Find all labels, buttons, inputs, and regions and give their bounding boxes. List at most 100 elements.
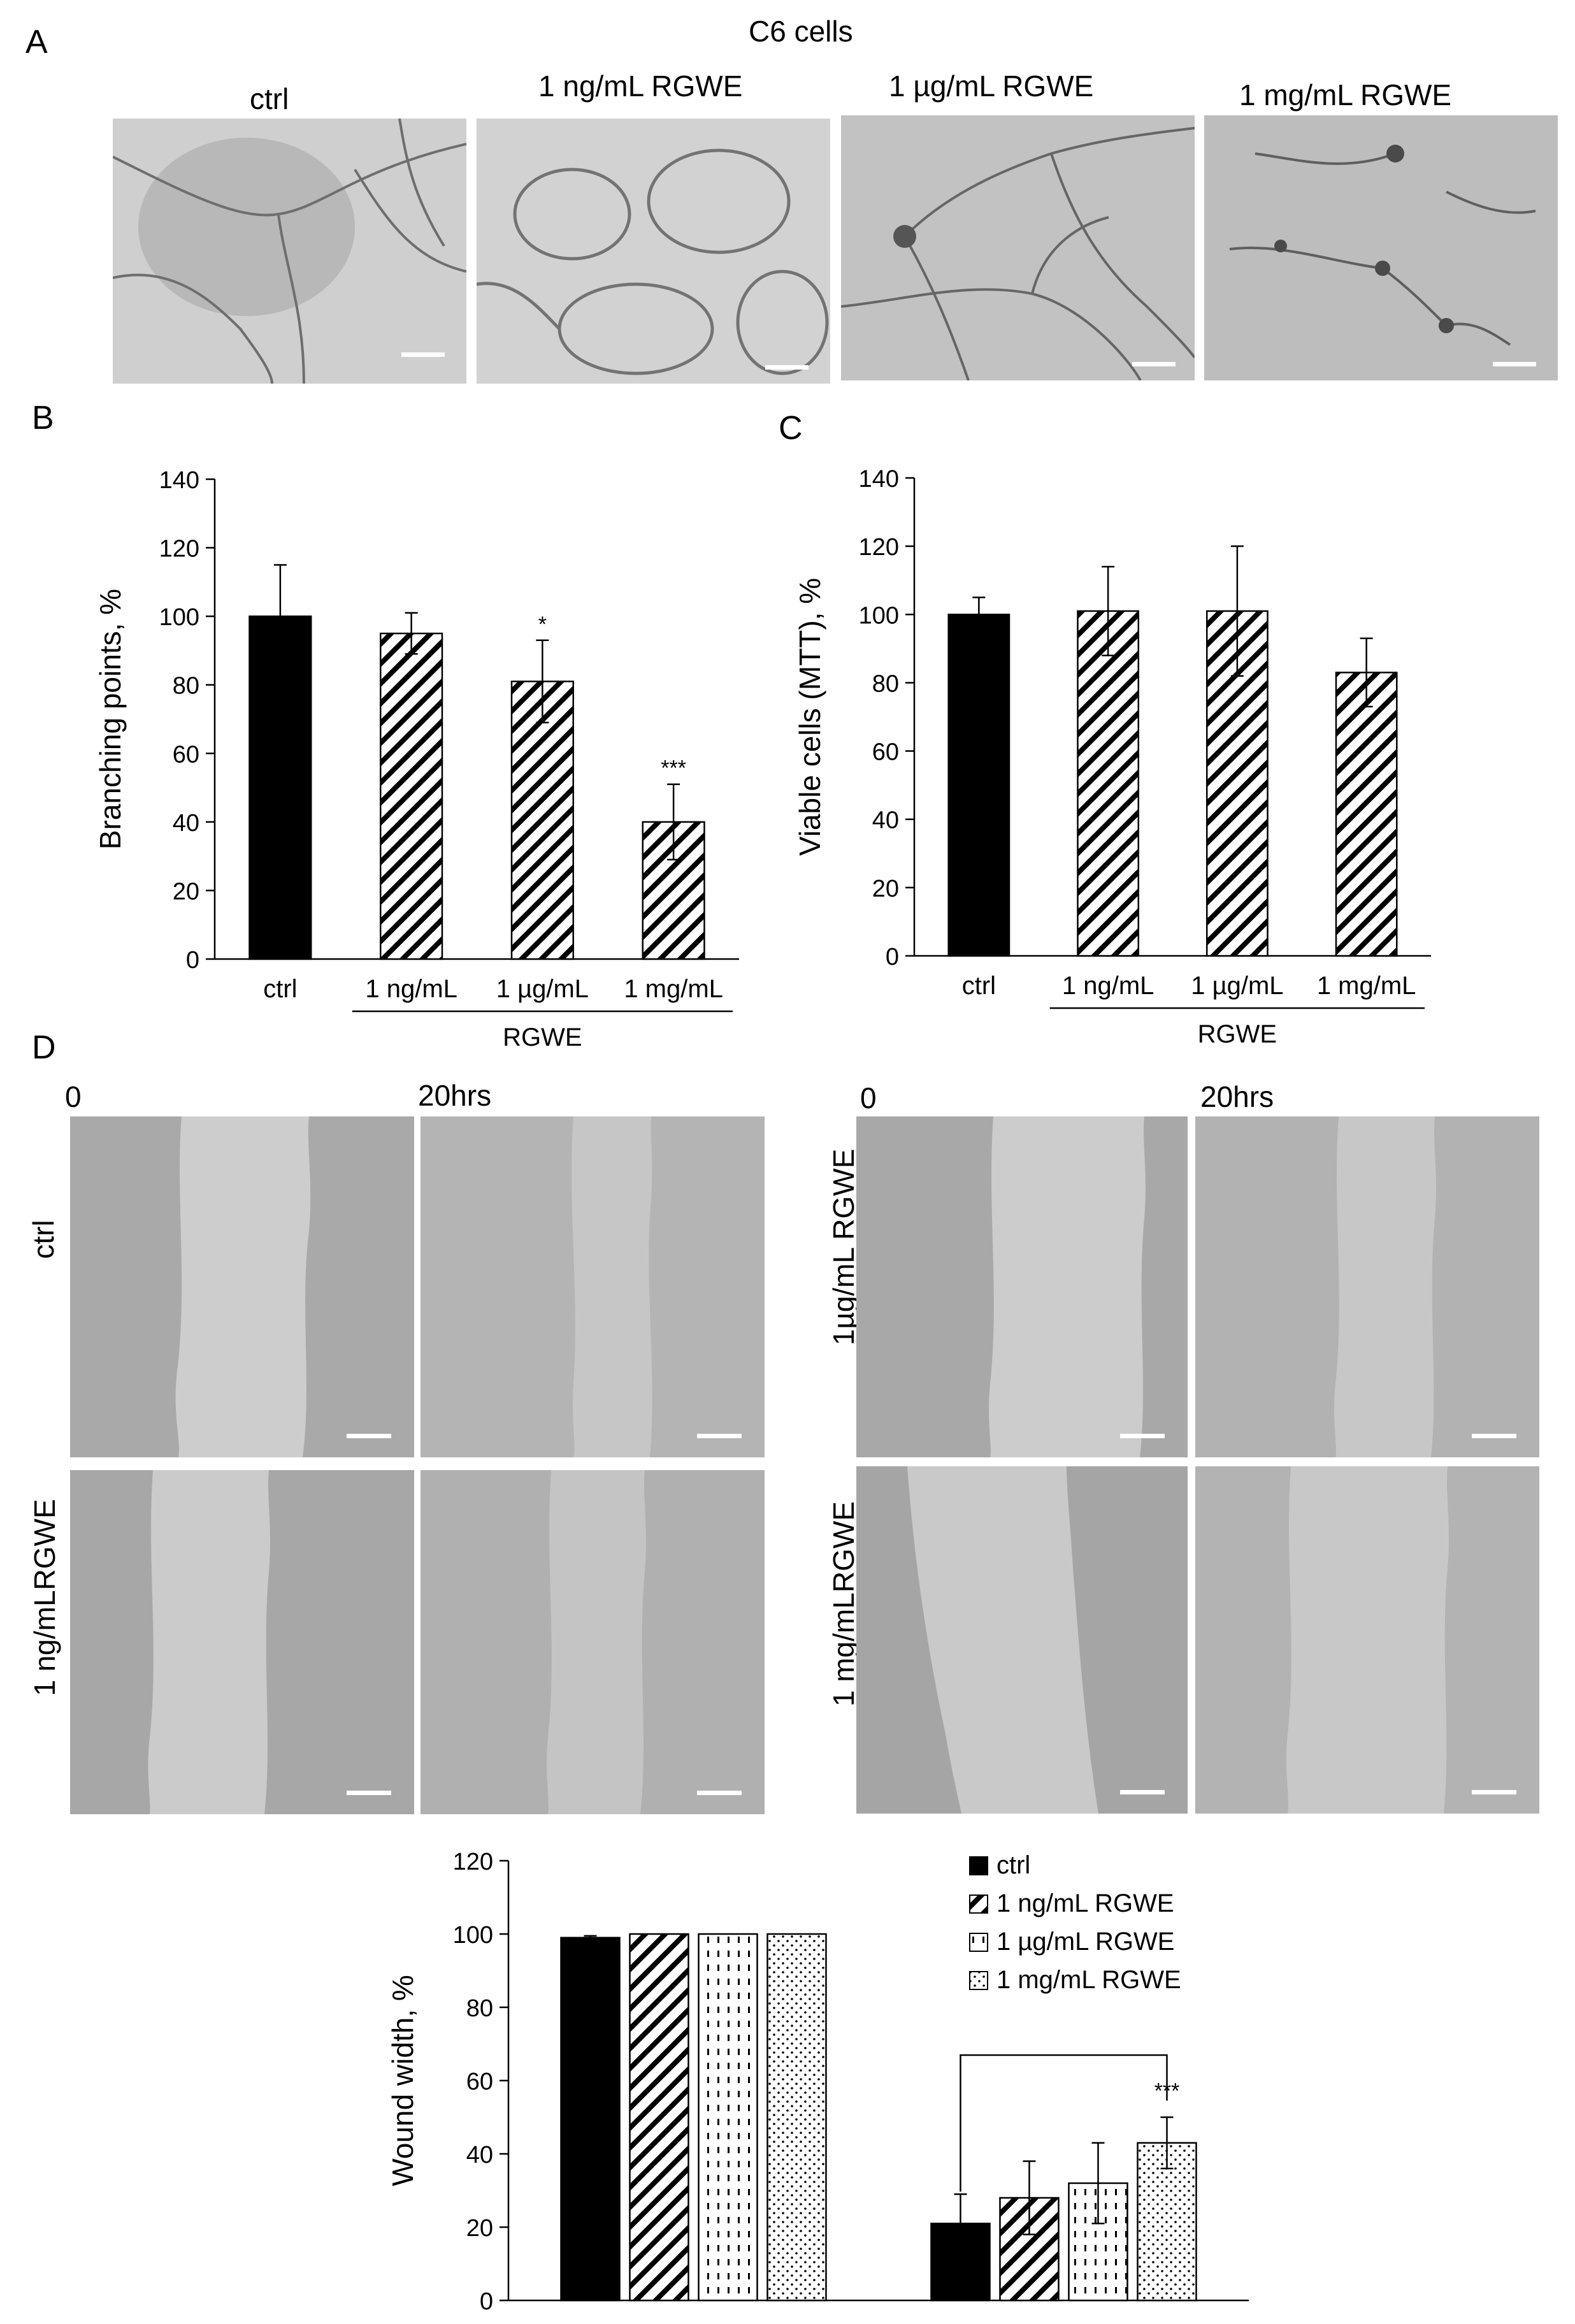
bar [766,1933,827,2302]
y-axis-title: Wound width, % [386,1975,419,2186]
micrograph-1ng [477,119,830,384]
legend-label: ctrl [996,1851,1030,1879]
scale-bar [347,1434,391,1438]
y-tick-label: 140 [159,467,199,494]
x-tick-label: 1 mg/mL [1317,972,1416,1000]
bar [947,614,1010,957]
significance-label: *** [1154,2079,1180,2104]
bar [380,632,443,960]
x-tick-label: 1 µg/mL [496,975,589,1003]
y-tick-label: 60 [872,739,899,766]
y-tick-label: 120 [453,1849,493,1875]
condition-label-1ng: 1 ng/mL RGWE [538,69,743,103]
bar [629,1933,689,2302]
wound-width-chart: 0 20 40 60 80 100 120 Wound width, % 0 20hrs *** ct… [386,1849,1249,2324]
x-tick-label: ctrl [962,972,996,1000]
significance-label: *** [661,756,686,781]
scale-bar [697,1434,742,1438]
significance-bracket [960,2054,1168,2192]
time-label-20hrs-right: 20hrs [1200,1080,1274,1113]
branching-points-chart: 0 20 40 60 80 100 120 140 Branching points, % ctr… [94,467,739,1051]
scale-bar [401,352,445,357]
y-tick-label: 140 [859,466,899,493]
x-tick-label: 20hrs [1032,2320,1095,2324]
y-tick-label: 80 [173,673,199,700]
time-label-20hrs-left: 20hrs [418,1079,492,1112]
y-tick-label: 80 [872,670,899,697]
y-tick-label: 100 [453,1922,493,1949]
y-tick-label: 20 [466,2215,493,2242]
y-tick-label: 100 [159,604,199,631]
x-tick-label: 0 [686,2320,700,2324]
bar [1335,672,1398,957]
scale-bar [1132,362,1176,366]
wound-image-1ug-20hrs [1195,1116,1539,1457]
y-axis-title: Branching points, % [94,589,127,849]
y-tick-label: 0 [186,947,199,974]
wound-image-1ug-0 [856,1116,1188,1457]
legend-swatch [969,1856,988,1875]
panel-label-b: B [32,400,54,437]
bar [510,681,574,960]
x-tick-label: 1 mg/mL [624,975,723,1003]
panel-label-d: D [32,1029,56,1066]
panel-label-c: C [779,410,803,447]
legend-label: 1 µg/mL RGWE [996,1928,1174,1956]
legend-swatch [969,1933,988,1952]
legend-swatch [969,1971,988,1990]
row-label-1ug: 1µg/mL RGWE [827,1148,860,1346]
row-label-1mg: 1 mg/mLRGWE [827,1501,860,1707]
x-tick-label: 1 µg/mL [1191,972,1283,1000]
y-tick-label: 0 [480,2288,493,2315]
scale-bar [697,1791,742,1795]
y-tick-label: 40 [872,807,899,834]
y-tick-label: 60 [173,741,199,768]
scale-bar [1120,1434,1165,1438]
significance-label: * [538,612,547,637]
scale-bar [1472,1434,1516,1438]
y-tick-label: 120 [159,536,199,563]
y-tick-label: 20 [173,878,199,905]
y-tick-label: 40 [466,2142,493,2169]
x-tick-label: ctrl [263,975,297,1003]
y-tick-label: 120 [859,534,899,561]
y-tick-label: 80 [466,1995,493,2022]
y-tick-label: 40 [173,810,199,837]
wound-image-1ng-20hrs [421,1470,765,1814]
condition-label-1mg: 1 mg/mL RGWE [1239,78,1452,112]
legend-label: 1 ng/mL RGWE [996,1889,1174,1917]
row-label-ctrl: ctrl [27,1220,60,1259]
panel-label-a: A [25,24,48,61]
wound-image-1mg-0 [856,1466,1188,1814]
y-axis-title: Viable cells (MTT), % [793,578,826,856]
wound-image-1mg-20hrs [1195,1466,1539,1814]
time-label-0-left: 0 [65,1080,82,1113]
condition-label-1ug: 1 µg/mL RGWE [889,69,1094,103]
viability-chart: 0 20 40 60 80 100 120 140 Viable cells (MTT), % c… [793,466,1431,1048]
scale-bar [347,1791,391,1795]
scale-bar [765,365,809,370]
x-tick-label: 1 ng/mL [365,975,457,1003]
panel-a-title: C6 cells [749,15,853,48]
row-label-1ng: 1 ng/mLRGWE [28,1499,61,1696]
wound-image-ctrl-20hrs [421,1116,765,1457]
bar [698,1933,758,2302]
scale-bar [1493,362,1536,366]
bar [248,615,312,960]
y-tick-label: 0 [886,944,899,971]
y-tick-label: 100 [859,602,899,629]
group-label: RGWE [1198,1020,1277,1048]
time-label-0-right: 0 [860,1081,877,1115]
wound-image-1ng-0 [70,1470,414,1814]
legend-swatch [969,1895,988,1914]
scale-bar [1120,1790,1165,1794]
group-label: RGWE [503,1023,582,1051]
micrograph-1mg [1204,115,1558,380]
wound-image-ctrl-0 [70,1116,414,1457]
condition-label-ctrl: ctrl [250,82,289,115]
legend-label: 1 mg/mL RGWE [996,1966,1181,1994]
y-tick-label: 20 [872,876,899,902]
micrograph-ctrl [113,119,466,384]
bar [560,1937,621,2302]
bar [1077,610,1140,957]
